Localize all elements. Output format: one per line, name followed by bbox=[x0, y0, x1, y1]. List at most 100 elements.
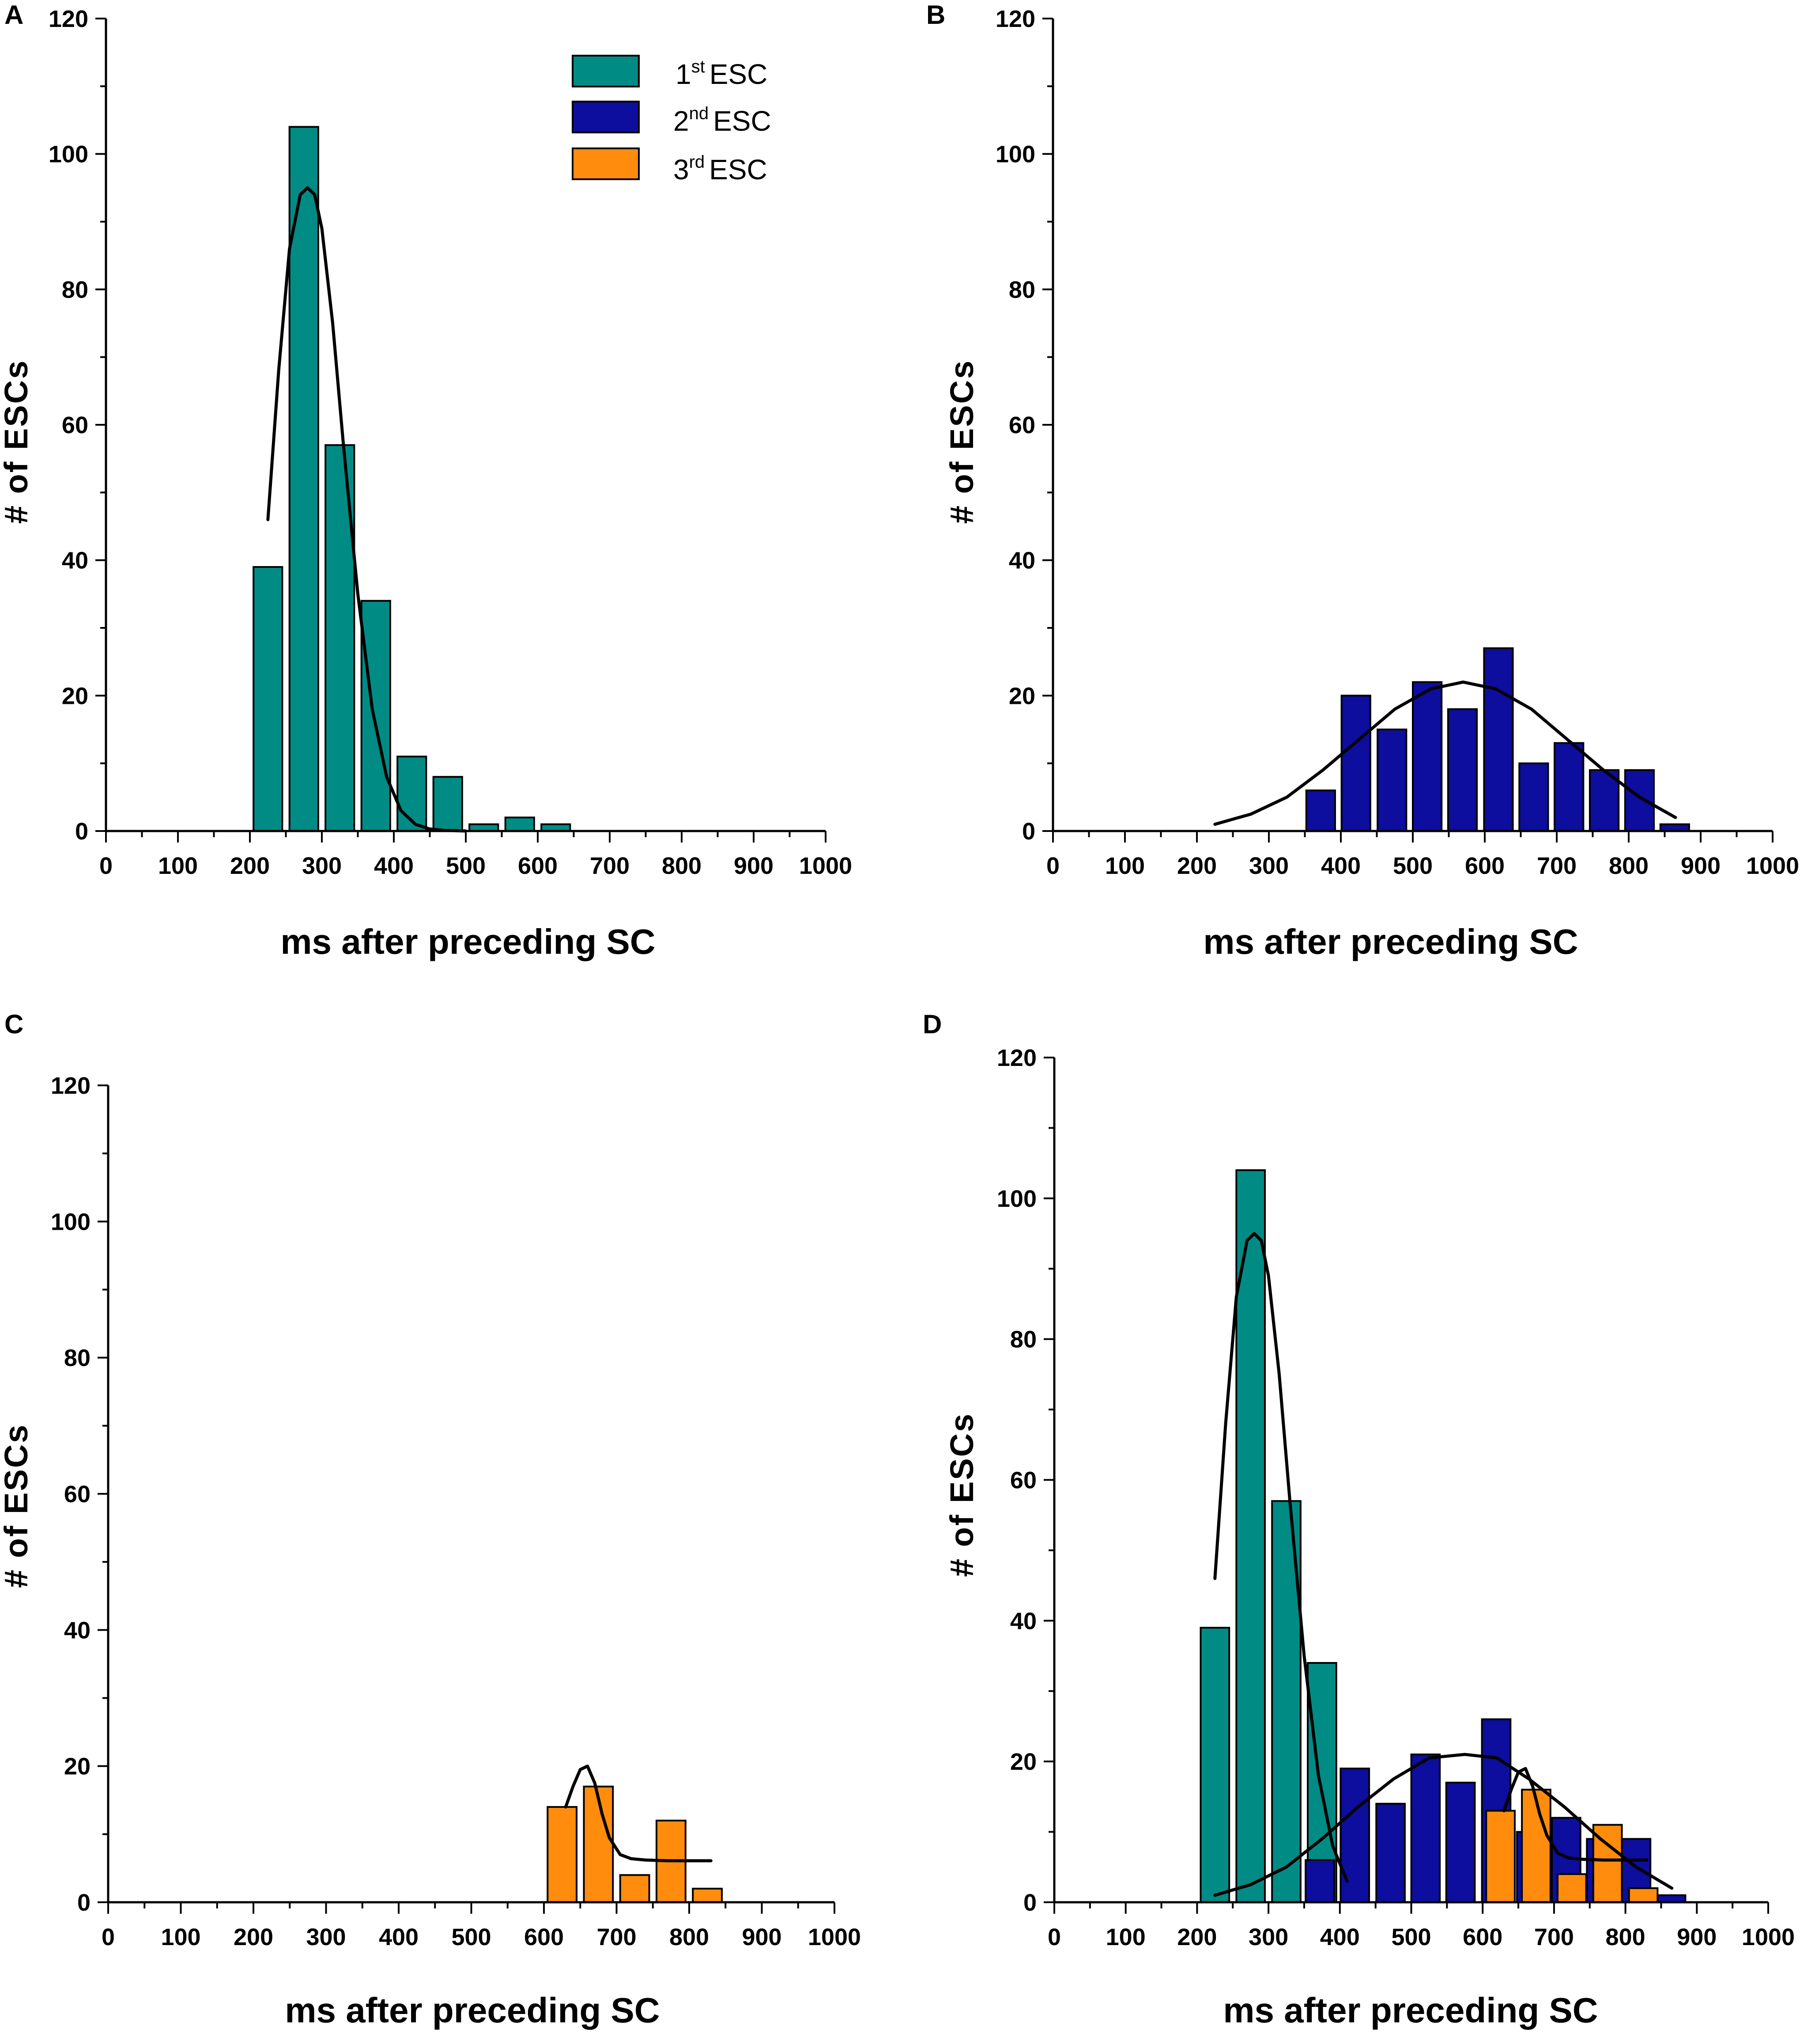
panel-d-y-axis-title: # of ESCs bbox=[943, 1413, 980, 1577]
panel-c-y-tick-label: 20 bbox=[64, 1753, 91, 1780]
panel-d-bar-1st-esc-0 bbox=[1200, 1627, 1230, 1903]
legend-third-ordinal: 3 bbox=[673, 154, 689, 185]
panel-c-x-tick-label: 800 bbox=[669, 1924, 709, 1950]
panel-a-x-tick-label: 200 bbox=[230, 853, 270, 879]
panel-b-plot-area: 0 20 40 60 80 100 120 0 100 200 300 400 500 600 700 800… bbox=[996, 6, 1799, 879]
panel-a-x-tick-label: 600 bbox=[518, 853, 558, 879]
panel-b-x-tick-label: 500 bbox=[1393, 853, 1433, 879]
panel-b-bar-2nd-esc-3 bbox=[1412, 681, 1443, 832]
panel-d-y-tick-label: 20 bbox=[1010, 1749, 1037, 1775]
panel-d-x-tick-label: 1000 bbox=[1742, 1924, 1795, 1950]
panel-d-x-tick-label: 600 bbox=[1463, 1924, 1502, 1950]
panel-a-x-tick-label: 900 bbox=[734, 853, 774, 879]
panel-c-y-tick-label: 40 bbox=[64, 1617, 91, 1644]
panel-a-x-tick-label: 0 bbox=[99, 853, 113, 879]
panel-a-bar-1st-esc-0 bbox=[253, 566, 283, 832]
panel-b-y-tick-label: 0 bbox=[1022, 818, 1035, 845]
panel-c-x-tick-label: 900 bbox=[742, 1924, 781, 1950]
panel-d-bar-2nd-esc-3 bbox=[1410, 1753, 1441, 1904]
panel-d-bar-2nd-esc-1 bbox=[1340, 1768, 1370, 1904]
panel-label-d: D bbox=[923, 1009, 942, 1039]
panel-b-bar-2nd-esc-4 bbox=[1447, 708, 1478, 832]
panel-b-x-tick-label: 100 bbox=[1105, 853, 1145, 879]
panel-a-y-tick-label: 0 bbox=[75, 818, 88, 845]
legend-second-label: ESC bbox=[713, 105, 771, 137]
panel-a-x-tick-label: 400 bbox=[374, 853, 414, 879]
panel-b-x-tick-label: 0 bbox=[1046, 853, 1060, 879]
legend-label-first-esc: 1st ESC bbox=[675, 57, 767, 90]
panel-b-x-tick-label: 300 bbox=[1249, 853, 1289, 879]
panel-c-plot-area: 0 20 40 60 80 100 120 0 100 200 300 400 500 600 700 800… bbox=[51, 1073, 861, 1950]
panel-b-y-tick-label: 120 bbox=[996, 6, 1035, 32]
panel-d-y-tick-label: 60 bbox=[1010, 1467, 1037, 1494]
panel-d-x-tick-label: 100 bbox=[1106, 1924, 1146, 1950]
panel-d-plot-area: 0 20 40 60 80 100 120 0 100 200 300 400 500 600 700 800… bbox=[997, 1045, 1795, 1950]
panel-b-y-tick-label: 20 bbox=[1009, 683, 1035, 709]
panel-a-x-axis-title: ms after preceding SC bbox=[280, 922, 655, 961]
panel-a-x-tick-label: 300 bbox=[302, 853, 342, 879]
panel-d-x-axis-title: ms after preceding SC bbox=[1223, 1991, 1598, 2030]
legend-swatch-second-esc bbox=[572, 101, 640, 133]
panel-d-fit-curve-1st-esc bbox=[1213, 1232, 1349, 1883]
legend-first-label: ESC bbox=[709, 58, 768, 90]
panel-b-bar-2nd-esc-9 bbox=[1624, 769, 1655, 832]
panel-b-x-tick-label: 400 bbox=[1321, 853, 1361, 879]
panel-c-x-tick-label: 700 bbox=[596, 1924, 636, 1950]
panel-b-bar-2nd-esc-7 bbox=[1554, 742, 1585, 832]
panel-a-bar-1st-esc-5 bbox=[432, 776, 463, 832]
panel-c-x-tick-label: 0 bbox=[102, 1924, 115, 1950]
panel-a-x-tick-label: 800 bbox=[662, 853, 702, 879]
panel-d-bar-2nd-esc-4 bbox=[1445, 1781, 1476, 1904]
panel-d-y-tick-label: 0 bbox=[1023, 1889, 1037, 1916]
panel-a-x-tick-label: 1000 bbox=[799, 853, 852, 879]
panel-d-bar-3rd-esc-1 bbox=[1521, 1788, 1551, 1904]
panel-a-fit-curve-1st-esc bbox=[266, 186, 468, 833]
legend-first-ordinal: 1 bbox=[675, 58, 691, 90]
legend-first-sup: st bbox=[691, 57, 705, 76]
panel-b-y-tick-label: 60 bbox=[1009, 412, 1035, 438]
panel-label-c: C bbox=[4, 1009, 23, 1039]
panel-c-x-tick-label: 200 bbox=[234, 1924, 273, 1950]
panel-c-x-tick-label: 300 bbox=[306, 1924, 346, 1950]
panel-b-y-tick-label: 80 bbox=[1009, 276, 1035, 303]
panel-d-bar-3rd-esc-4 bbox=[1628, 1887, 1659, 1904]
panel-b-x-tick-label: 200 bbox=[1177, 853, 1217, 879]
panel-b-y-tick-label: 40 bbox=[1009, 548, 1035, 574]
panel-b: B 0 20 40 60 80 100 120 0 100 200 300 400 500 600 700 8… bbox=[926, 0, 1799, 961]
panel-c-y-axis-title: # of ESCs bbox=[0, 1424, 34, 1588]
panel-d-x-tick-label: 400 bbox=[1320, 1924, 1360, 1950]
panel-c-x-axis-title: ms after preceding SC bbox=[285, 1991, 660, 2030]
panel-d-x-tick-label: 900 bbox=[1677, 1924, 1717, 1950]
panel-b-bar-2nd-esc-5 bbox=[1483, 647, 1514, 832]
panel-a-y-tick-label: 60 bbox=[62, 412, 88, 438]
panel-b-y-axis-title: # of ESCs bbox=[943, 359, 980, 524]
panel-c-bar-3rd-esc-4 bbox=[692, 1888, 723, 1903]
panel-a-y-tick-label: 120 bbox=[49, 6, 88, 32]
panel-b-bar-2nd-esc-6 bbox=[1518, 762, 1549, 832]
legend-label-second-esc: 2nd ESC bbox=[673, 104, 771, 137]
panel-c-fit-curve-3rd-esc bbox=[564, 1764, 713, 1863]
panel-d-bar-1st-esc-2 bbox=[1271, 1500, 1302, 1903]
panel-d-x-tick-label: 800 bbox=[1606, 1924, 1645, 1950]
panel-a-y-tick-label: 40 bbox=[62, 548, 88, 574]
panel-c-x-tick-label: 100 bbox=[161, 1924, 200, 1950]
panel-a-y-axis-title: # of ESCs bbox=[0, 359, 34, 524]
legend-third-sup: rd bbox=[689, 152, 705, 172]
panel-a-x-tick-label: 700 bbox=[590, 853, 630, 879]
panel-d-x-tick-label: 500 bbox=[1391, 1924, 1431, 1950]
legend: 1st ESC 2nd ESC 3rd ESC bbox=[572, 55, 771, 185]
panel-c-y-tick-label: 60 bbox=[64, 1481, 91, 1507]
panel-label-b: B bbox=[926, 0, 945, 30]
panel-a-y-tick-label: 100 bbox=[49, 141, 88, 168]
panel-a-x-tick-label: 100 bbox=[158, 853, 198, 879]
panel-a: A 0 20 40 60 80 100 120 0 100 200 300 400 500 600 700 8… bbox=[0, 0, 852, 961]
legend-swatch-first-esc bbox=[572, 55, 640, 87]
panel-d-x-tick-label: 200 bbox=[1177, 1924, 1217, 1950]
panel-d-x-tick-label: 300 bbox=[1249, 1924, 1288, 1950]
panel-c-x-tick-label: 600 bbox=[524, 1924, 564, 1950]
panel-b-x-tick-label: 600 bbox=[1465, 853, 1505, 879]
legend-second-sup: nd bbox=[689, 104, 709, 123]
panel-b-y-tick-label: 100 bbox=[996, 141, 1035, 168]
panel-d-fit-curve-2nd-esc bbox=[1213, 1753, 1674, 1897]
